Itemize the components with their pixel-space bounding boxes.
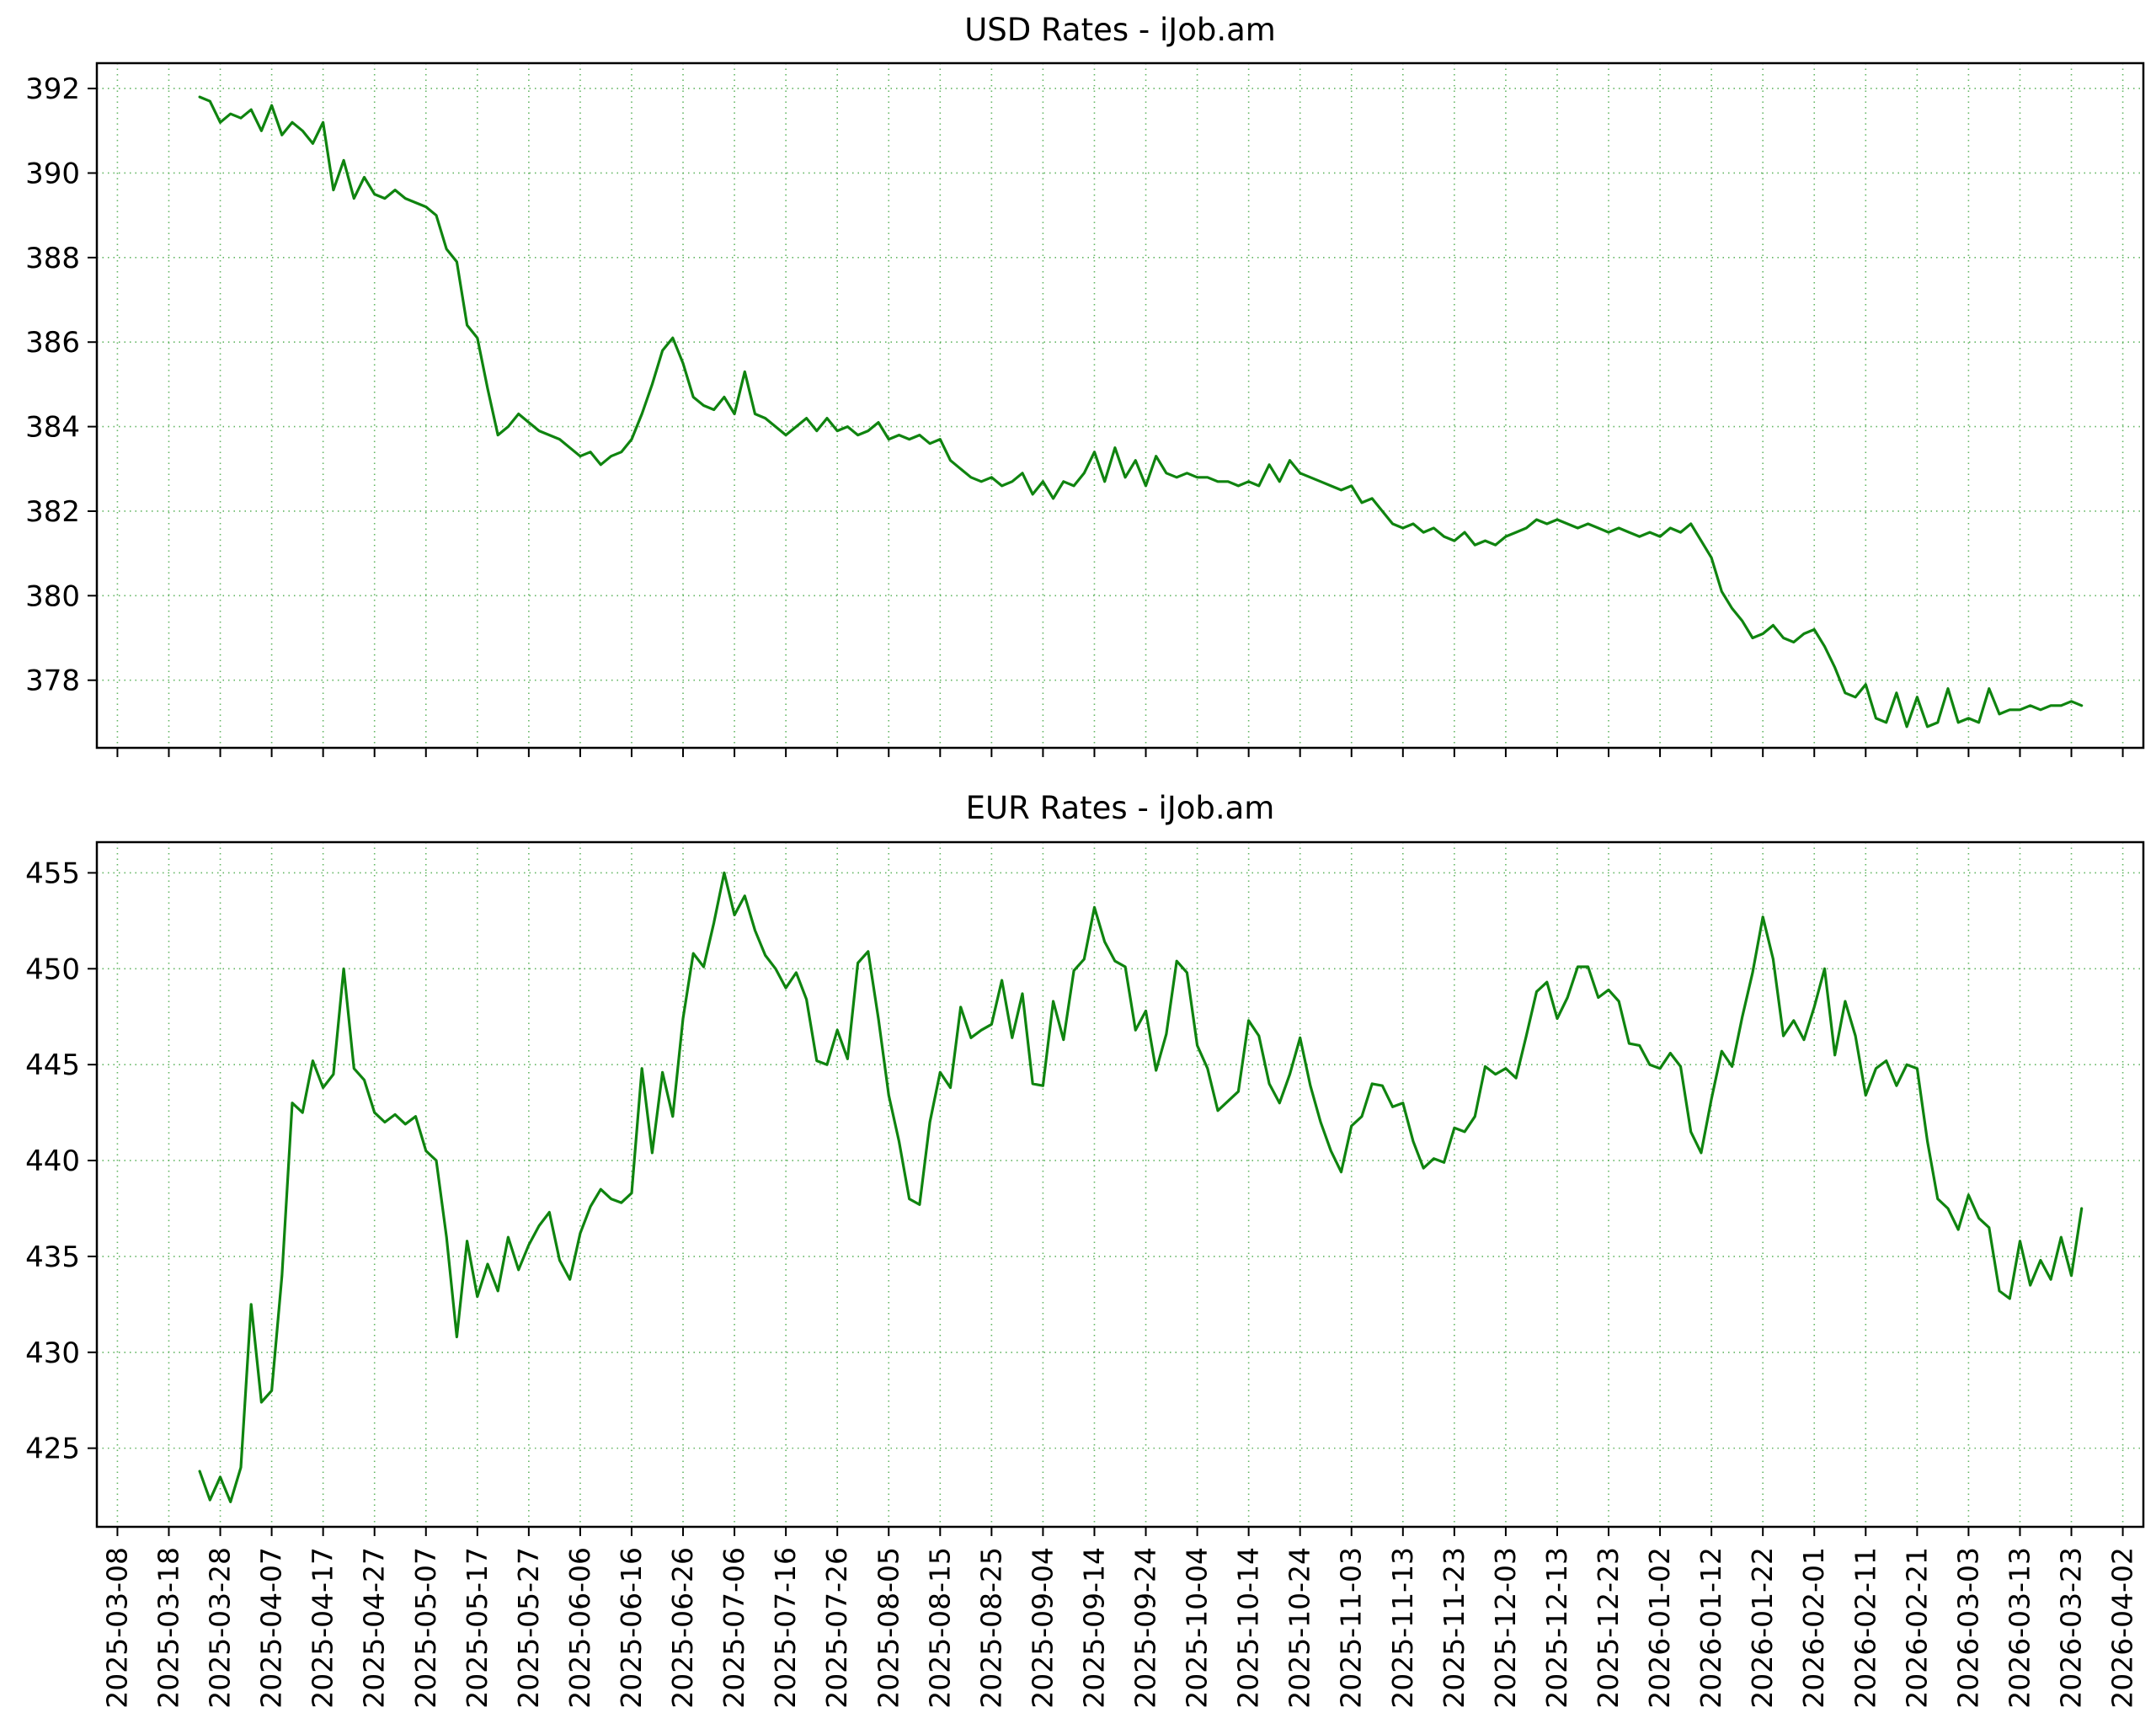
y-tick-label: 380: [25, 579, 80, 613]
x-tick-label: 2025-06-26: [666, 1547, 699, 1709]
x-tick-label: 2025-05-07: [409, 1547, 442, 1709]
x-tick-label: 2025-06-06: [563, 1547, 596, 1709]
usd-rate-line-series: [198, 95, 2084, 728]
x-tick-label: 2025-07-06: [718, 1547, 750, 1709]
x-tick-label: 2026-01-02: [1643, 1547, 1676, 1709]
y-tick-label: 425: [25, 1433, 80, 1466]
x-tick-label: 2025-08-15: [923, 1547, 956, 1709]
y-tick-label: 382: [25, 495, 80, 529]
x-tick-label: 2025-03-18: [152, 1547, 184, 1709]
x-tick-label: 2025-10-04: [1181, 1547, 1214, 1709]
y-tick-label: 450: [25, 952, 80, 986]
y-tick-label: 386: [25, 326, 80, 360]
x-tick-label: 2026-02-21: [1900, 1547, 1933, 1709]
y-tick-label: 384: [25, 411, 80, 445]
x-tick-label: 2025-07-26: [820, 1547, 853, 1709]
plot-background: [97, 842, 2143, 1527]
x-tick-label: 2026-01-22: [1746, 1547, 1779, 1709]
x-tick-label: 2025-10-24: [1283, 1547, 1316, 1709]
x-tick-label: 2026-04-02: [2106, 1547, 2139, 1709]
x-tick-label: 2025-11-13: [1386, 1547, 1419, 1709]
x-tick-label: 2025-03-08: [100, 1547, 133, 1709]
x-tick-label: 2025-08-05: [872, 1547, 905, 1709]
y-tick-label: 392: [25, 72, 80, 106]
usd-chart-title: USD Rates - iJob.am: [964, 12, 1276, 48]
plot-border: [95, 61, 2145, 750]
eur-chart: 2025-03-08 2025-03-18 2025-03-28 2025-04-07…: [25, 840, 2145, 1709]
y-tick-label: 388: [25, 242, 80, 275]
x-tick-label: 2026-02-01: [1797, 1547, 1830, 1709]
x-tick-label: 2026-03-03: [1951, 1547, 1984, 1709]
x-tick-label: 2025-05-17: [461, 1547, 494, 1709]
x-tick-label: 2025-08-25: [974, 1547, 1007, 1709]
x-tick-label: 2025-09-14: [1077, 1547, 1110, 1709]
x-tick-label: 2025-12-13: [1540, 1547, 1573, 1709]
x-tick-label: 2025-09-04: [1026, 1547, 1059, 1709]
y-tick-label: 445: [25, 1048, 80, 1082]
x-tick-label: 2025-04-17: [307, 1547, 339, 1709]
usd-chart: 378 380 382 384 386 388 390 392: [25, 61, 2145, 757]
x-tick-label: 2026-02-11: [1849, 1547, 1881, 1709]
x-tick-label: 2025-12-03: [1489, 1547, 1522, 1709]
x-tick-label: 2025-09-24: [1129, 1547, 1162, 1709]
x-tick-label: 2025-04-27: [358, 1547, 391, 1709]
y-tick-label: 455: [25, 856, 80, 890]
x-tick-label: 2025-11-03: [1335, 1547, 1368, 1709]
y-tick-label: 440: [25, 1144, 80, 1178]
x-tick-label: 2025-07-16: [769, 1547, 802, 1709]
eur-rate-line-series: [198, 871, 2084, 1504]
y-tick-label: 430: [25, 1337, 80, 1370]
x-tick-label: 2026-03-13: [2003, 1547, 2036, 1709]
x-tick-label: 2025-03-28: [204, 1547, 237, 1709]
x-tick-label: 2025-06-16: [615, 1547, 648, 1709]
y-tick-label: 390: [25, 157, 80, 190]
x-tick-label: 2025-11-23: [1438, 1547, 1470, 1709]
y-tick-label: 435: [25, 1240, 80, 1274]
x-tick-label: 2025-10-14: [1232, 1547, 1265, 1709]
x-tick-label: 2026-03-23: [2055, 1547, 2088, 1709]
plot-background: [97, 63, 2143, 748]
plot-border: [95, 840, 2145, 1529]
x-tick-label: 2025-05-27: [512, 1547, 545, 1709]
x-tick-label: 2025-12-23: [1592, 1547, 1625, 1709]
x-tick-label: 2025-04-07: [255, 1547, 288, 1709]
x-tick-label: 2026-01-12: [1694, 1547, 1727, 1709]
y-tick-label: 378: [25, 664, 80, 698]
eur-chart-title: EUR Rates - iJob.am: [965, 790, 1275, 826]
